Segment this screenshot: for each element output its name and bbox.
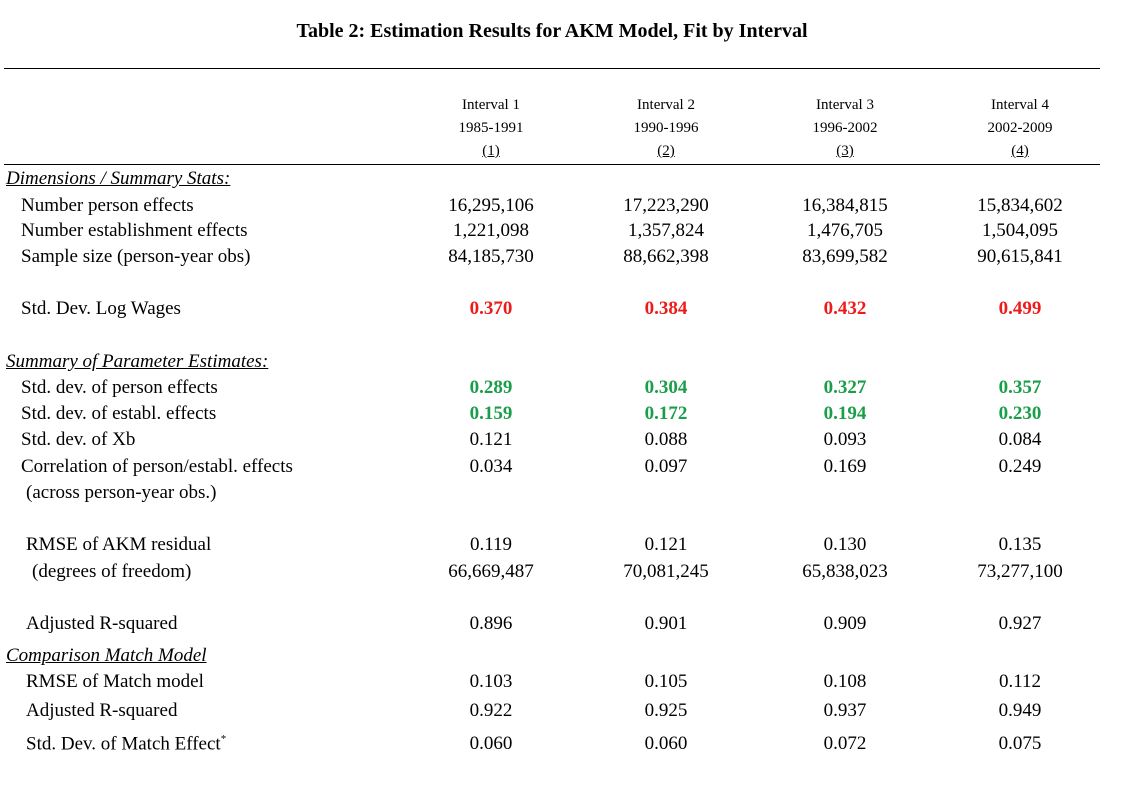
cell-highlight-red: 0.370 [469,298,513,319]
cell-highlight-red: 0.499 [998,298,1042,319]
cell-highlight-green: 0.304 [644,377,688,398]
cell: 16,295,106 [448,195,534,216]
row-label-rmse-match: RMSE of Match model [26,671,204,692]
column-number: (4) [1011,143,1029,159]
column-name: Interval 1 [462,97,520,113]
cell: 17,223,290 [623,195,709,216]
cell: 15,834,602 [977,195,1063,216]
cell: 0.072 [823,733,867,754]
column-number: (1) [482,143,500,159]
row-label-dof: (degrees of freedom) [32,561,192,582]
cell-highlight-green: 0.194 [823,403,867,424]
column-number: (3) [836,143,854,159]
cell: 88,662,398 [623,246,709,267]
row-label-person-effects: Number person effects [21,195,194,216]
row-label-sd-match-text: Std. Dev. of Match Effect [26,733,221,755]
cell: 0.060 [469,733,513,754]
cell: 0.112 [998,671,1042,692]
cell: 0.896 [469,613,513,634]
cell: 0.075 [998,733,1042,754]
cell: 83,699,582 [802,246,888,267]
cell: 0.121 [469,429,513,450]
header-rule [4,164,1100,165]
column-years: 1985-1991 [458,120,524,136]
cell: 1,476,705 [807,220,883,241]
row-label-adj-r2-match: Adjusted R-squared [26,700,178,721]
cell-highlight-green: 0.159 [469,403,513,424]
cell: 73,277,100 [977,561,1063,582]
row-label-sd-log-wages: Std. Dev. Log Wages [21,298,181,319]
cell: 0.084 [998,429,1042,450]
cell: 0.119 [469,534,513,555]
cell: 84,185,730 [448,246,534,267]
column-header-1: Interval 1 1985-1991 (1) [421,94,561,163]
cell-highlight-green: 0.357 [998,377,1042,398]
row-label-adj-r2: Adjusted R-squared [26,613,178,634]
row-label-sd-xb: Std. dev. of Xb [21,429,136,450]
cell: 66,669,487 [448,561,534,582]
column-name: Interval 2 [637,97,695,113]
row-label-sd-estab: Std. dev. of establ. effects [21,403,217,424]
column-years: 1990-1996 [633,120,699,136]
column-header-4: Interval 4 2002-2009 (4) [950,94,1090,163]
cell-highlight-red: 0.432 [823,298,867,319]
cell: 1,221,098 [453,220,529,241]
cell-highlight-green: 0.230 [998,403,1042,424]
row-label-sample-size: Sample size (person-year obs) [21,246,251,267]
row-label-estab-effects: Number establishment effects [21,220,248,241]
column-years: 1996-2002 [812,120,878,136]
cell: 90,615,841 [977,246,1063,267]
cell: 0.034 [469,456,513,477]
table-title: Table 2: Estimation Results for AKM Mode… [296,20,808,42]
cell: 0.901 [644,613,688,634]
column-name: Interval 4 [991,97,1049,113]
cell: 16,384,815 [802,195,888,216]
cell: 0.927 [998,613,1042,634]
cell: 0.249 [998,456,1042,477]
row-label-rmse: RMSE of AKM residual [26,534,212,555]
cell: 1,357,824 [628,220,704,241]
row-label-correlation: Correlation of person/establ. effects [21,456,293,477]
column-years: 2002-2009 [987,120,1053,136]
cell-highlight-green: 0.289 [469,377,513,398]
cell: 0.093 [823,429,867,450]
cell: 0.103 [469,671,513,692]
row-label-correlation-note: (across person-year obs.) [26,482,217,503]
row-label-sd-match: Std. Dev. of Match Effect* [26,733,226,755]
cell: 0.088 [644,429,688,450]
cell: 65,838,023 [802,561,888,582]
cell: 0.925 [644,700,688,721]
cell-highlight-green: 0.327 [823,377,867,398]
cell: 0.121 [644,534,688,555]
cell: 0.922 [469,700,513,721]
cell: 0.949 [998,700,1042,721]
cell: 0.130 [823,534,867,555]
column-header-2: Interval 2 1990-1996 (2) [596,94,736,163]
cell: 0.108 [823,671,867,692]
cell: 0.169 [823,456,867,477]
cell: 70,081,245 [623,561,709,582]
section-parameter-estimates: Summary of Parameter Estimates: [6,351,269,372]
footnote-marker: * [220,733,227,745]
cell-highlight-green: 0.172 [644,403,688,424]
cell: 0.909 [823,613,867,634]
cell: 0.937 [823,700,867,721]
cell: 0.097 [644,456,688,477]
top-rule [4,68,1100,69]
column-number: (2) [657,143,675,159]
cell-highlight-red: 0.384 [644,298,688,319]
cell: 0.135 [998,534,1042,555]
section-dimensions: Dimensions / Summary Stats: [6,168,231,189]
column-name: Interval 3 [816,97,874,113]
column-header-3: Interval 3 1996-2002 (3) [775,94,915,163]
cell: 0.105 [644,671,688,692]
cell: 1,504,095 [982,220,1058,241]
row-label-sd-person: Std. dev. of person effects [21,377,218,398]
cell: 0.060 [644,733,688,754]
section-match-model: Comparison Match Model [6,645,207,666]
